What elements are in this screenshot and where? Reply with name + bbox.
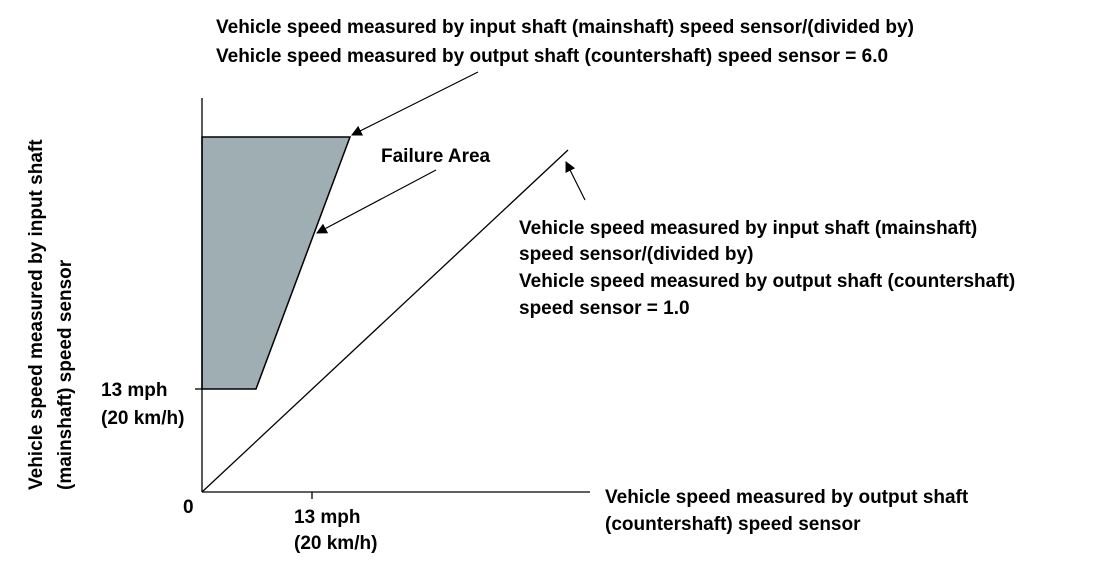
y-threshold-label-line1: 13 mph <box>101 380 168 401</box>
x-axis-label-line2: (countershaft) speed sensor <box>605 514 861 535</box>
y-axis-label-line2: (mainshaft) speed sensor <box>55 259 76 490</box>
ratio-6-arrow <box>351 71 479 136</box>
x-axis-label-line1: Vehicle speed measured by output shaft <box>605 487 969 508</box>
failure-area-label: Failure Area <box>381 146 491 167</box>
failure-area-arrow <box>316 169 437 234</box>
ratio-6-label-line2: Vehicle speed measured by output shaft (… <box>216 46 888 67</box>
ratio-1-label-line2: speed sensor/(divided by) <box>519 244 753 265</box>
y-threshold-label-line2: (20 km/h) <box>101 408 184 429</box>
failure-area-region <box>201 136 352 390</box>
y-axis-label-line1: Vehicle speed measured by input shaft <box>26 139 47 490</box>
ratio-1-line <box>201 149 569 493</box>
ratio-1-arrow <box>565 161 586 201</box>
ratio-1-label-line4: speed sensor = 1.0 <box>519 298 690 319</box>
origin-label: 0 <box>183 497 194 518</box>
x-threshold-label-line2: (20 km/h) <box>294 533 377 554</box>
x-threshold-label-line1: 13 mph <box>294 507 361 528</box>
ratio-6-label-line1: Vehicle speed measured by input shaft (m… <box>216 17 914 38</box>
ratio-1-label-line1: Vehicle speed measured by input shaft (m… <box>519 218 977 239</box>
ratio-1-label-line3: Vehicle speed measured by output shaft (… <box>519 271 1015 292</box>
